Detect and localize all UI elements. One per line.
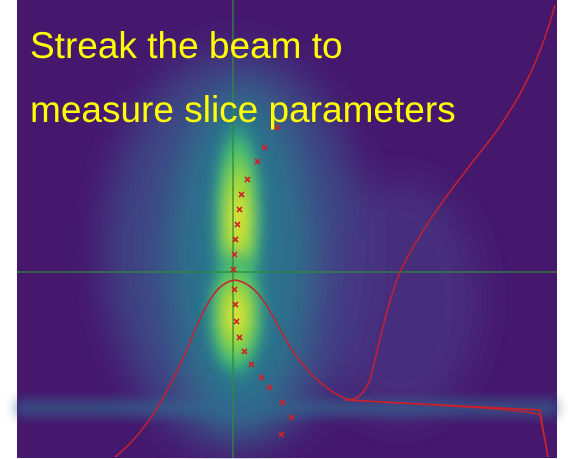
beam-image-slide: Streak the beam to measure slice paramet… <box>0 0 573 459</box>
title-line: measure slice parameters <box>30 89 456 130</box>
title-line: Streak the beam to <box>30 25 343 66</box>
page: Streak the beam to measure slice paramet… <box>0 0 573 459</box>
